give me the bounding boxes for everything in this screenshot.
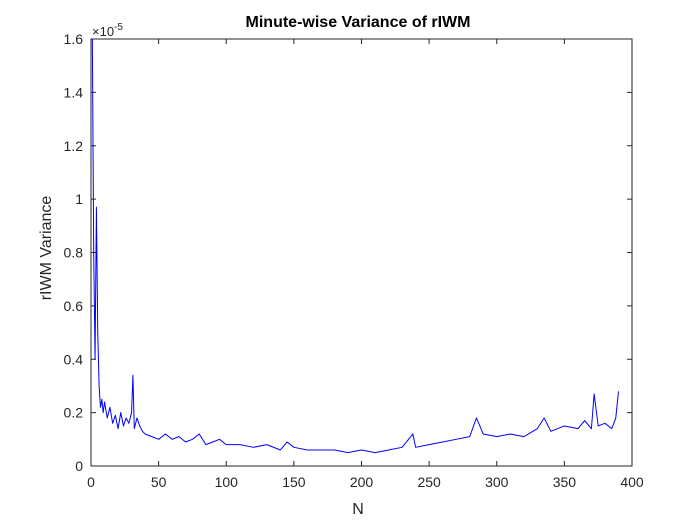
x-tick-label: 300	[485, 474, 509, 490]
y-tick-label: 1	[75, 191, 83, 207]
y-axis-exponent: ×10-5	[92, 22, 123, 39]
y-tick-label: 0.8	[64, 245, 84, 261]
y-tick-label: 0.4	[64, 351, 84, 367]
y-tick-label: 1.6	[64, 31, 84, 47]
y-tick-label: 0.2	[64, 405, 84, 421]
y-tick-label: 0.6	[64, 298, 84, 314]
x-tick-label: 200	[350, 474, 374, 490]
x-tick-label: 400	[620, 474, 644, 490]
x-tick-label: 150	[282, 474, 306, 490]
x-tick-label: 350	[553, 474, 577, 490]
y-axis-exponent-power: -5	[114, 22, 123, 33]
x-tick-label: 50	[151, 474, 167, 490]
x-tick-label: 0	[87, 474, 95, 490]
plot-area: 0 50 100 150 200 250 300 350 400 0 0.2 0.4 0.6 0.8 1 1.…	[64, 31, 644, 490]
x-axis-label: N	[352, 501, 364, 518]
x-tick-label: 100	[215, 474, 239, 490]
x-tick-label: 250	[417, 474, 441, 490]
y-tick-label: 1.2	[64, 138, 84, 154]
y-axis-label: rIWM Variance	[38, 196, 55, 301]
series-line	[91, 38, 619, 454]
y-axis-exponent-base: ×10	[92, 24, 114, 39]
y-tick-label: 0	[75, 458, 83, 474]
chart-title: Minute-wise Variance of rIWM	[246, 14, 471, 31]
y-tick-label: 1.4	[64, 84, 84, 100]
